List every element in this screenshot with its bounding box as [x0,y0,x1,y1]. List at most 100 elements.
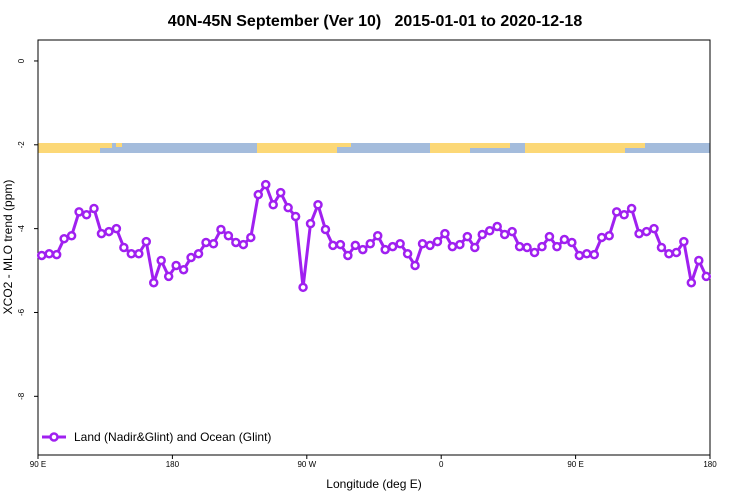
data-point [298,282,308,293]
data-point [484,225,495,236]
data-point [529,247,540,258]
data-point [260,179,271,190]
data-point [44,249,54,259]
data-point [253,189,264,200]
data-point [649,223,659,234]
data-point [246,232,256,243]
data-point [686,277,697,288]
data-point [365,238,376,249]
data-point [51,249,62,260]
y-axis-label: XCO2 - MLO trend (ppm) [1,180,15,315]
data-point [193,249,204,259]
data-point [59,233,69,244]
data-point [290,211,301,222]
data-point [358,244,368,255]
land-ocean-strip [38,143,710,153]
data-point [163,271,174,282]
data-point [492,221,502,232]
data-point [238,239,249,250]
data-point [305,218,316,229]
data-point [320,224,331,235]
data-point [328,240,338,251]
data-point [343,250,353,261]
data-point [417,238,428,249]
data-point [544,231,555,242]
data-point [126,249,137,259]
data-point [634,228,644,239]
data-point [104,226,114,237]
data-point [268,199,278,210]
y-tick-label: -8 [17,392,26,400]
data-point [619,210,629,220]
data-point [499,229,510,240]
x-tick-label: 180 [166,460,180,469]
legend-marker [49,432,59,442]
data-point [567,237,577,248]
data-point [626,203,637,214]
y-tick-label: -6 [17,308,26,316]
data-point [694,255,704,266]
data-point [134,249,144,259]
data-point [313,199,323,210]
data-point [664,249,674,259]
data-point [36,250,47,261]
data-point [111,223,122,234]
data-point [275,187,286,198]
data-point [387,241,398,252]
data-point [514,241,525,252]
data-point [671,247,682,258]
data-point [119,242,129,253]
data-point [216,224,226,235]
data-point [350,240,361,251]
data-point [66,231,77,241]
data-point [679,236,689,247]
x-tick-label: 0 [439,460,444,469]
data-point [156,255,166,266]
data-point [559,234,570,245]
data-point [148,277,159,288]
data-point [96,228,107,239]
data-point [462,231,473,242]
data-point [231,237,241,248]
data-point [604,231,614,241]
y-tick-label: 0 [17,58,26,63]
data-point [470,242,480,253]
data-point [582,249,592,259]
data-point [477,229,488,240]
x-axis-label: Longitude (deg E) [326,477,421,491]
data-point [425,240,435,251]
data-point [537,241,547,252]
data-point [201,237,211,248]
data-point [81,210,92,220]
data-point [395,238,405,249]
x-tick-label: 180 [703,460,717,469]
plot-frame [37,39,711,456]
data-point [141,236,152,247]
data-point [701,271,712,282]
data-point [552,241,562,252]
data-point [656,242,667,253]
data-point [171,260,181,271]
data-point [410,260,420,271]
chart-title: 40N-45N September (Ver 10) 2015-01-01 to… [168,13,583,30]
x-tick-label: 90 E [30,460,46,469]
data-point [522,242,532,253]
data-point [611,207,622,217]
legend-label: Land (Nadir&Glint) and Ocean (Glint) [74,430,271,444]
data-point [507,226,517,237]
data-point [223,231,234,241]
data-point [432,236,443,247]
data-point [186,252,196,263]
data-point [89,203,99,214]
data-point [455,239,465,250]
x-tick-label: 90 E [567,460,583,469]
data-point [574,250,585,261]
data-point [283,202,293,213]
y-tick-label: -4 [17,225,26,233]
data-point [402,249,413,259]
data-point [447,241,458,252]
data-point [589,249,600,260]
data-point [178,264,189,275]
x-tick-label: 90 W [297,460,316,469]
